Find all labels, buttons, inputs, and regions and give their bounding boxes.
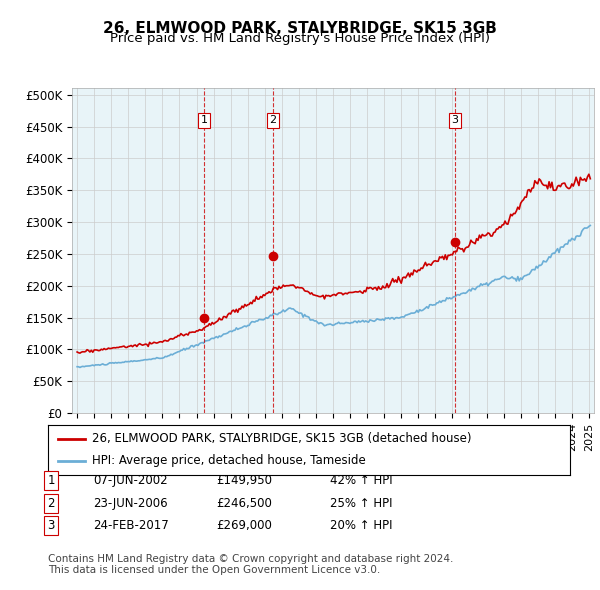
Text: 1: 1 <box>200 115 208 125</box>
Text: 23-JUN-2006: 23-JUN-2006 <box>93 497 167 510</box>
Text: 2: 2 <box>47 497 55 510</box>
Text: 25% ↑ HPI: 25% ↑ HPI <box>330 497 392 510</box>
Text: £246,500: £246,500 <box>216 497 272 510</box>
Text: 07-JUN-2002: 07-JUN-2002 <box>93 474 167 487</box>
Text: 1: 1 <box>47 474 55 487</box>
Text: 24-FEB-2017: 24-FEB-2017 <box>93 519 169 532</box>
Text: 20% ↑ HPI: 20% ↑ HPI <box>330 519 392 532</box>
Text: Price paid vs. HM Land Registry's House Price Index (HPI): Price paid vs. HM Land Registry's House … <box>110 32 490 45</box>
Text: Contains HM Land Registry data © Crown copyright and database right 2024.
This d: Contains HM Land Registry data © Crown c… <box>48 553 454 575</box>
Text: 2: 2 <box>269 115 277 125</box>
Text: £149,950: £149,950 <box>216 474 272 487</box>
Text: 26, ELMWOOD PARK, STALYBRIDGE, SK15 3GB: 26, ELMWOOD PARK, STALYBRIDGE, SK15 3GB <box>103 21 497 35</box>
Text: HPI: Average price, detached house, Tameside: HPI: Average price, detached house, Tame… <box>92 454 366 467</box>
Text: 3: 3 <box>47 519 55 532</box>
Text: 42% ↑ HPI: 42% ↑ HPI <box>330 474 392 487</box>
Text: 26, ELMWOOD PARK, STALYBRIDGE, SK15 3GB (detached house): 26, ELMWOOD PARK, STALYBRIDGE, SK15 3GB … <box>92 432 472 445</box>
Text: 3: 3 <box>451 115 458 125</box>
Text: £269,000: £269,000 <box>216 519 272 532</box>
